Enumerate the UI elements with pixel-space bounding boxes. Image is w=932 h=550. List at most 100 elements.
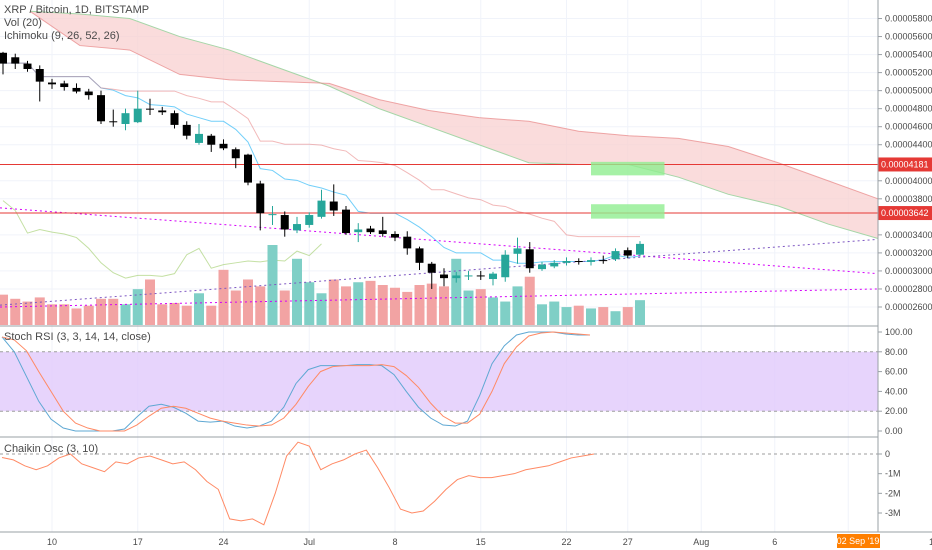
volume-bar <box>132 289 143 325</box>
candle-body <box>158 110 167 113</box>
symbol-title[interactable]: XRP / Bitcoin, 1D, BITSTAMP <box>4 4 150 16</box>
price-level-badge-text: 0.00004181 <box>881 159 929 169</box>
price-level-badge-text: 0.00003642 <box>881 208 929 218</box>
volume-bar <box>218 269 229 325</box>
senkou-span-a <box>29 10 879 239</box>
chaikin-pane <box>0 441 878 526</box>
volume-bar <box>610 311 621 325</box>
volume-legend[interactable]: Vol (20) <box>4 17 42 29</box>
volume-bar <box>586 308 596 325</box>
volume-bar <box>475 289 486 325</box>
stoch-legend[interactable]: Stoch RSI (3, 3, 14, 14, close) <box>4 331 151 343</box>
volume-bar <box>316 293 327 325</box>
candle-body <box>35 69 44 82</box>
volume-bar <box>157 304 168 325</box>
volume-bar <box>83 305 94 325</box>
stoch-tick-label: 60.00 <box>885 367 908 377</box>
price-level-badge <box>878 206 932 221</box>
candle-body <box>146 108 154 110</box>
candle-body <box>562 261 571 263</box>
trendlines <box>0 207 879 308</box>
price-tick-label: 0.00004400 <box>885 140 932 150</box>
candle-body <box>317 200 326 217</box>
tenkan-line <box>3 62 641 264</box>
time-tick-label: 24 <box>218 537 228 547</box>
date-badge <box>837 534 880 548</box>
candle-body <box>489 273 497 280</box>
volume-bar <box>120 304 131 325</box>
volume-bar <box>598 307 609 325</box>
chaikin-tick-label: 0 <box>885 449 890 459</box>
price-tick-label: 0.00004000 <box>885 176 932 186</box>
volume-bar <box>622 307 633 325</box>
chaikin-tick-label: -2M <box>885 488 901 498</box>
price-tick-label: 0.00004800 <box>885 104 932 114</box>
candle-body <box>623 250 632 256</box>
candle-body <box>231 149 240 159</box>
volume-bar <box>71 308 82 325</box>
candle-body <box>636 243 644 255</box>
time-tick-label: Jul <box>303 537 315 547</box>
volume-bar <box>34 297 45 325</box>
time-tick-label: 22 <box>561 537 571 547</box>
candle-body <box>550 262 559 267</box>
candle-body <box>244 154 252 183</box>
candle-body <box>538 264 546 270</box>
candle-body <box>427 263 436 273</box>
price-tick-label: 0.00005000 <box>885 86 932 96</box>
volume-bar <box>390 287 400 325</box>
price-tick-label: 0.00003200 <box>885 248 932 258</box>
chaikin-legend[interactable]: Chaikin Osc (3, 10) <box>4 443 99 455</box>
candle-body <box>11 57 20 64</box>
candle-body <box>280 215 289 230</box>
volume-bar <box>255 286 266 325</box>
volume-bar <box>145 279 155 325</box>
ichimoku-cloud <box>29 10 879 239</box>
time-tick-label: 19 <box>929 537 932 547</box>
stoch-band <box>0 351 878 412</box>
volume-bar <box>377 285 388 325</box>
volume-bar <box>353 282 364 325</box>
candle-body <box>452 275 461 279</box>
candle-body <box>415 248 424 263</box>
chaikin-tick-label: -1M <box>885 469 901 479</box>
trendline-support <box>0 288 879 308</box>
candle-body <box>329 201 338 211</box>
volume-bar <box>59 304 70 325</box>
volume-bar <box>341 286 351 325</box>
candle-body <box>195 133 203 143</box>
trendline-lower <box>0 238 879 306</box>
stoch-tick-label: 40.00 <box>885 386 908 396</box>
horizontal-levels[interactable]: 0.00004181 0.00003642 <box>0 157 932 221</box>
target-box <box>591 204 665 219</box>
candle-body <box>170 113 179 125</box>
candle-body <box>109 121 118 123</box>
volume-bar <box>267 245 278 325</box>
volume-bar <box>439 286 449 325</box>
volume-bar <box>414 285 425 325</box>
volume-bar <box>108 298 119 325</box>
volume-bar <box>0 294 8 325</box>
volume-bars <box>0 245 645 325</box>
main-legend: XRP / Bitcoin, 1D, BITSTAMP Vol (20) Ich… <box>4 4 149 43</box>
volume-bar <box>573 305 584 325</box>
candle-body <box>587 260 595 262</box>
ichimoku-legend[interactable]: Ichimoku (9, 26, 52, 26) <box>4 30 120 42</box>
volume-bar <box>96 298 106 325</box>
price-tick-label: 0.00005200 <box>885 68 932 78</box>
candle-body <box>48 82 56 85</box>
chaikin-line <box>1 441 595 526</box>
target-boxes[interactable] <box>591 161 665 219</box>
price-tick-label: 0.00004600 <box>885 122 932 132</box>
price-tick-label: 0.00005600 <box>885 32 932 42</box>
time-tick-label: 10 <box>47 537 57 547</box>
candle-body <box>378 230 387 234</box>
stoch-tick-label: 80.00 <box>885 347 908 357</box>
time-tick-label: Aug <box>693 537 709 547</box>
volume-bar <box>10 298 21 325</box>
target-box <box>591 161 665 176</box>
candle-body <box>207 135 216 145</box>
candle-body <box>574 261 583 263</box>
